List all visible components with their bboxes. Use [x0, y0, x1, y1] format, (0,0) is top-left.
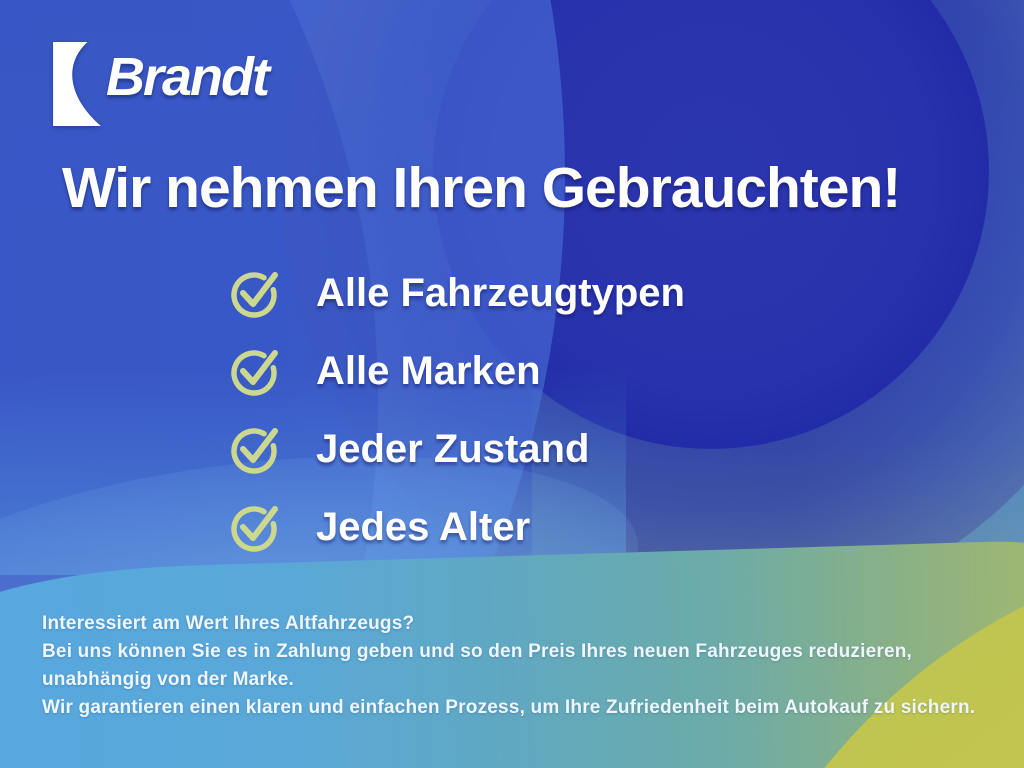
check-circle-icon	[228, 500, 282, 554]
benefit-label: Jedes Alter	[316, 505, 531, 549]
benefit-label: Jeder Zustand	[316, 427, 590, 471]
brand-bracket-icon	[50, 42, 102, 126]
benefit-label: Alle Fahrzeugtypen	[316, 271, 685, 315]
footer-line: Wir garantieren einen klaren und einfach…	[42, 697, 976, 718]
benefits-list: Alle Fahrzeugtypen Alle Marken Jeder Zus…	[228, 266, 685, 578]
benefit-label: Alle Marken	[316, 349, 541, 393]
list-item: Alle Marken	[228, 344, 685, 398]
check-circle-icon	[228, 422, 282, 476]
bottom-band-glow	[0, 370, 626, 575]
check-circle-icon	[228, 266, 282, 320]
list-item: Alle Fahrzeugtypen	[228, 266, 685, 320]
brand-logo: Brandt	[50, 42, 270, 126]
footer-line: unabhängig von der Marke.	[42, 669, 295, 690]
footer-text: Interessiert am Wert Ihres Altfahrzeugs?…	[42, 610, 975, 722]
list-item: Jedes Alter	[228, 500, 685, 554]
list-item: Jeder Zustand	[228, 422, 685, 476]
brand-logo-text: Brandt	[106, 47, 270, 107]
footer-line: Bei uns können Sie es in Zahlung geben u…	[42, 641, 913, 662]
headline: Wir nehmen Ihren Gebrauchten!	[62, 156, 901, 220]
check-circle-icon	[228, 344, 282, 398]
footer-line: Interessiert am Wert Ihres Altfahrzeugs?	[42, 613, 415, 634]
